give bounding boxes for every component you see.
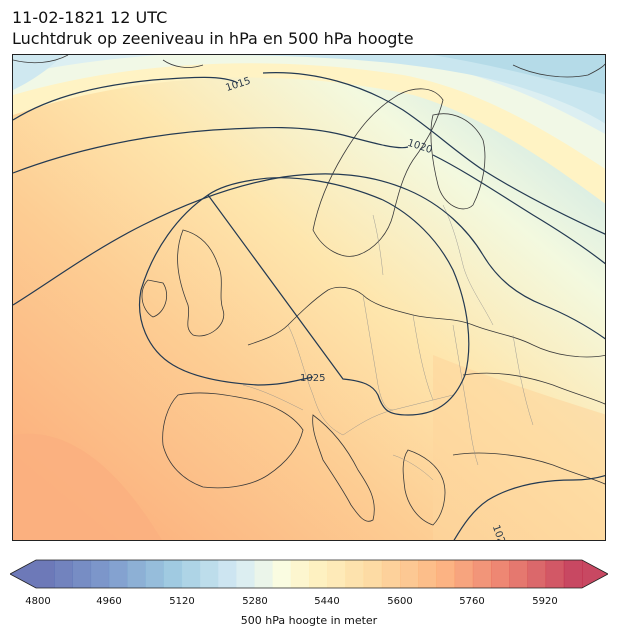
height-field <box>13 55 605 540</box>
colorbar-tick-label: 4800 <box>25 596 51 607</box>
colorbar-tick-label: 5920 <box>532 596 558 607</box>
colorbar-tick-label: 4960 <box>96 596 122 607</box>
map-datetime: 11-02-1821 12 UTC <box>12 8 168 27</box>
map-panel: 1015 1020 1025 1025 <box>12 54 606 541</box>
finland-coast <box>430 113 486 210</box>
colorbar-svg <box>9 559 609 589</box>
border-fr-es <box>242 384 304 411</box>
colorbar-swatch <box>272 560 292 588</box>
isobar-1025 <box>139 177 470 416</box>
isobars <box>13 72 605 540</box>
colorbar-swatch <box>400 560 419 588</box>
iberia-coast <box>162 392 304 489</box>
colorbar-swatch <box>54 560 73 588</box>
colorbar-ticks: 4800 4960 5120 5280 5440 5600 5760 5920 <box>0 596 618 610</box>
north-coast <box>247 286 605 358</box>
border-balkans <box>392 454 434 481</box>
height-band-5840 <box>13 433 162 540</box>
colorbar-swatch <box>472 560 492 588</box>
colorbar-swatch <box>254 560 274 588</box>
colorbar-swatch <box>145 560 164 588</box>
black-sea-south <box>452 452 605 485</box>
colorbar-tick-label: 5760 <box>459 596 485 607</box>
black-sea-north <box>462 372 605 405</box>
colorbar-swatch <box>90 560 110 588</box>
colorbar-swatch <box>381 560 401 588</box>
colorbar-swatch <box>527 560 547 588</box>
height-band-5400 <box>13 55 605 169</box>
colorbar-swatch <box>163 560 183 588</box>
colorbar-swatch <box>418 560 437 588</box>
colorbar-swatch <box>345 560 365 588</box>
colorbar-swatch <box>290 560 310 588</box>
map-title: Luchtdruk op zeeniveau in hPa en 500 hPa… <box>12 29 414 48</box>
coastlines <box>13 55 605 526</box>
colorbar-swatch <box>236 560 255 588</box>
italy-coast <box>312 414 375 522</box>
height-band-5240 <box>433 55 605 95</box>
isobar-1020b <box>13 173 605 340</box>
colorbar-swatch <box>72 560 92 588</box>
isobar-label-1025: 1025 <box>300 373 325 384</box>
colorbar-swatch <box>363 560 383 588</box>
colorbar <box>9 558 609 590</box>
colorbar-swatch <box>218 560 237 588</box>
colorbar-tick-label: 5440 <box>314 596 340 607</box>
border-east-1 <box>452 324 479 466</box>
colorbar-swatch <box>454 560 474 588</box>
colorbar-swatch <box>199 560 219 588</box>
country-borders <box>242 204 534 481</box>
colorbar-extend-high <box>582 560 608 588</box>
colorbar-label: 500 hPa hoogte in meter <box>240 614 378 627</box>
iceland-coast <box>13 55 69 64</box>
border-fr-de <box>287 324 344 436</box>
colorbar-swatch <box>309 560 328 588</box>
border-se-no <box>372 214 384 276</box>
colorbar-extend-low <box>10 560 36 588</box>
colorbar-swatch <box>509 560 528 588</box>
colorbar-tick-label: 5120 <box>169 596 195 607</box>
colorbar-tick-label: 5280 <box>242 596 268 607</box>
scandinavia-coast <box>312 88 444 257</box>
ireland-coast <box>141 279 167 318</box>
colorbar-swatch <box>36 560 55 588</box>
height-band-nw <box>13 55 63 90</box>
colorbar-swatch <box>127 560 146 588</box>
isobar-1015 <box>13 72 605 235</box>
height-band-5280 <box>213 55 605 124</box>
height-band-5480 <box>13 55 605 204</box>
great-britain-coast <box>177 229 225 337</box>
colorbar-tick-label: 5600 <box>387 596 413 607</box>
border-de-pl <box>362 294 394 411</box>
map-svg: 1015 1020 1025 1025 <box>13 55 605 540</box>
height-band-se <box>433 355 605 540</box>
colorbar-swatch <box>327 560 346 588</box>
balkans-coast <box>402 449 446 526</box>
arctic-coast <box>512 63 605 78</box>
isobar-1025-south <box>453 474 605 540</box>
border-baltics <box>442 204 494 326</box>
colorbar-swatch <box>181 560 201 588</box>
colorbar-swatch <box>491 560 510 588</box>
isobar-1020a <box>13 126 605 265</box>
colorbar-swatch <box>563 560 583 588</box>
faroe-coast <box>162 59 204 68</box>
border-east-2 <box>512 334 534 426</box>
colorbar-swatch <box>108 560 128 588</box>
border-pl-east <box>412 314 434 401</box>
colorbar-swatch <box>545 560 565 588</box>
colorbar-swatch <box>436 560 456 588</box>
